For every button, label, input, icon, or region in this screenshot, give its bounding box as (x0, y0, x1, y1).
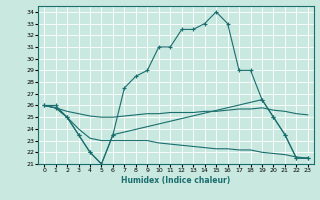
X-axis label: Humidex (Indice chaleur): Humidex (Indice chaleur) (121, 176, 231, 185)
